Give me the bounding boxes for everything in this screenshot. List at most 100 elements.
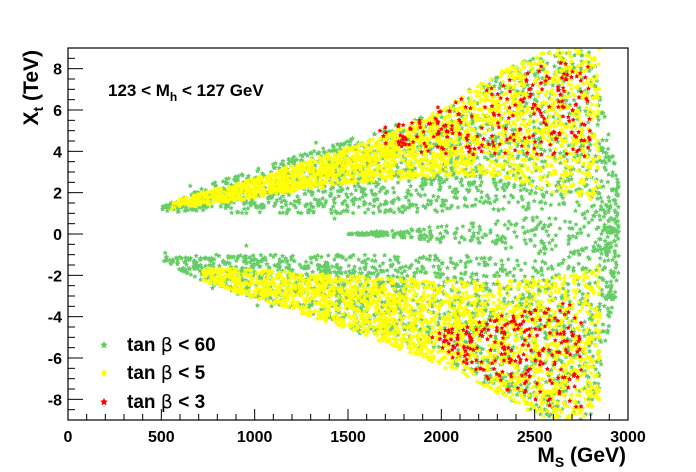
scatter-point: [518, 182, 524, 188]
scatter-point: [309, 192, 315, 198]
scatter-point: [412, 165, 418, 171]
scatter-point: [430, 294, 436, 300]
scatter-point: [200, 207, 206, 213]
scatter-point: [529, 155, 535, 161]
scatter-point: [431, 263, 437, 269]
scatter-point: [378, 201, 384, 207]
scatter-point: [258, 258, 264, 264]
scatter-point: [598, 147, 604, 153]
scatter-point: [510, 194, 516, 200]
scatter-point: [482, 154, 488, 160]
scatter-point: [234, 209, 240, 215]
scatter-point: [531, 124, 537, 130]
scatter-point: [371, 203, 377, 209]
scatter-point: [587, 348, 593, 354]
scatter-point: [344, 202, 350, 208]
scatter-point: [418, 183, 424, 189]
scatter-point: [490, 123, 496, 129]
scatter-point: [477, 175, 483, 181]
scatter-point: [509, 127, 515, 133]
scatter-point: [406, 197, 412, 203]
scatter-point: [574, 199, 580, 205]
scatter-point: [588, 65, 595, 71]
scatter-point: [323, 197, 329, 203]
scatter-point: [465, 301, 471, 307]
scatter-point: [505, 170, 511, 176]
scatter-point: [612, 289, 618, 295]
scatter-point: [366, 180, 372, 186]
scatter-point: [418, 268, 424, 274]
scatter-point: [437, 184, 443, 190]
scatter-point: [343, 207, 349, 213]
scatter-point: [600, 266, 606, 272]
scatter-point: [498, 257, 505, 263]
scatter-point: [603, 160, 609, 166]
scatter-point: [612, 294, 618, 300]
scatter-point: [259, 170, 266, 176]
scatter-point: [384, 189, 390, 195]
scatter-point: [415, 191, 421, 197]
scatter-point: [360, 194, 366, 200]
scatter-point: [480, 200, 487, 206]
scatter-point: [243, 260, 249, 266]
scatter-point: [605, 327, 611, 333]
scatter-point: [325, 263, 331, 269]
scatter-point: [362, 186, 368, 192]
scatter-point: [395, 164, 401, 170]
scatter-point: [511, 182, 518, 188]
scatter-point: [582, 319, 588, 325]
scatter-point: [448, 255, 454, 261]
scatter-point: [554, 188, 560, 194]
scatter-point: [599, 199, 605, 204]
scatter-point: [258, 252, 264, 258]
scatter-point: [601, 258, 608, 264]
scatter-point: [563, 387, 569, 393]
scatter-point: [414, 209, 420, 215]
scatter-point: [594, 159, 600, 164]
scatter-point: [611, 274, 617, 280]
scatter-point: [372, 293, 378, 299]
scatter-point: [547, 147, 553, 153]
scatter-point: [336, 193, 342, 199]
scatter-point: [295, 209, 301, 215]
scatter-point: [605, 194, 612, 200]
scatter-point: [530, 56, 536, 62]
scatter-point: [564, 174, 571, 180]
scatter-point: [604, 279, 610, 285]
scatter-point: [605, 283, 611, 289]
scatter-point: [413, 257, 419, 263]
scatter-point: [541, 277, 547, 283]
scatter-point: [413, 269, 420, 275]
scatter-point: [374, 196, 381, 202]
scatter-point: [567, 167, 574, 173]
scatter-point: [481, 272, 487, 278]
scatter-point: [605, 209, 612, 215]
scatter-point: [550, 327, 556, 333]
scatter-point: [391, 189, 397, 195]
scatter-point: [567, 337, 574, 343]
scatter-point: [320, 145, 326, 151]
scatter-point: [454, 195, 460, 201]
scatter-point: [528, 187, 534, 193]
scatter-point: [481, 255, 487, 261]
scatter-point: [539, 206, 545, 212]
scatter-point: [335, 210, 341, 216]
scatter-point: [564, 315, 570, 321]
scatter-point: [301, 191, 308, 197]
scatter-point: [439, 208, 445, 214]
scatter-point: [597, 217, 603, 223]
scatter-point: [576, 104, 582, 110]
scatter-point: [183, 261, 190, 267]
scatter-point: [597, 97, 603, 103]
scatter-point: [428, 198, 434, 204]
scatter-point: [511, 273, 517, 279]
scatter-point: [198, 256, 204, 262]
scatter-point: [615, 253, 622, 259]
scatter-point: [421, 182, 427, 188]
scatter-point: [340, 208, 346, 214]
scatter-point: [570, 265, 577, 271]
scatter-point: [592, 279, 598, 285]
scatter-point: [491, 176, 497, 182]
scatter-point: [499, 268, 506, 274]
scatter-point: [283, 264, 289, 270]
